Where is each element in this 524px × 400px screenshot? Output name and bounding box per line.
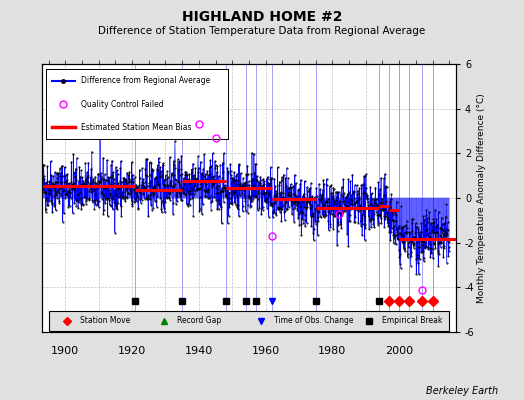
Text: Difference of Station Temperature Data from Regional Average: Difference of Station Temperature Data f… (99, 26, 425, 36)
Text: 1940: 1940 (184, 346, 213, 356)
Text: 1900: 1900 (51, 346, 79, 356)
FancyBboxPatch shape (49, 311, 449, 331)
Text: 1920: 1920 (118, 346, 146, 356)
Text: Station Move: Station Move (80, 316, 130, 325)
Text: Empirical Break: Empirical Break (383, 316, 443, 325)
Y-axis label: Monthly Temperature Anomaly Difference (°C): Monthly Temperature Anomaly Difference (… (477, 93, 486, 303)
Text: Record Gap: Record Gap (177, 316, 221, 325)
Text: 1960: 1960 (252, 346, 280, 356)
Text: 1980: 1980 (318, 346, 346, 356)
Text: HIGHLAND HOME #2: HIGHLAND HOME #2 (182, 10, 342, 24)
Text: Berkeley Earth: Berkeley Earth (425, 386, 498, 396)
Text: Time of Obs. Change: Time of Obs. Change (274, 316, 354, 325)
Text: 2000: 2000 (385, 346, 413, 356)
